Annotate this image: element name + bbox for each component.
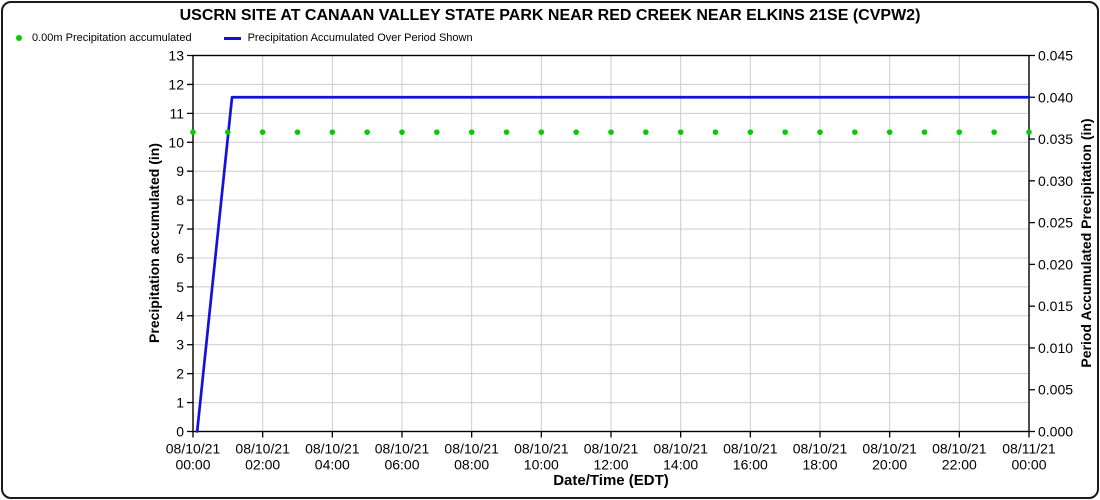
legend-label-accumulated: 0.00m Precipitation accumulated — [32, 32, 192, 44]
right-axis-tick-label: 0.045 — [1038, 48, 1073, 64]
x-tick-time-label: 16:00 — [733, 457, 768, 473]
precip-accumulated-dot — [259, 129, 266, 135]
chart-title: USCRN SITE AT CANAAN VALLEY STATE PARK N… — [179, 7, 921, 24]
left-axis-tick-label: 10 — [168, 134, 184, 150]
precip-accumulated-dot — [190, 129, 196, 135]
x-tick-time-label: 02:00 — [245, 457, 280, 473]
precip-accumulated-dot — [852, 129, 858, 135]
precip-accumulated-dot — [329, 129, 336, 135]
precip-accumulated-dot — [468, 129, 475, 135]
x-tick-date-label: 08/10/21 — [723, 441, 778, 457]
precip-accumulated-dot — [399, 129, 405, 135]
x-tick-time-label: 22:00 — [942, 457, 977, 473]
precip-accumulated-dot — [817, 129, 823, 135]
x-tick-date-label: 08/10/21 — [375, 441, 430, 457]
precip-accumulated-dot — [782, 129, 788, 135]
precip-accumulated-dot — [608, 129, 614, 135]
x-tick-date-label: 08/10/21 — [444, 441, 499, 457]
right-axis-tick-label: 0.035 — [1038, 131, 1073, 147]
right-axis-tick-label: 0.020 — [1038, 256, 1073, 272]
x-tick-time-label: 10:00 — [524, 457, 559, 473]
left-axis-tick-label: 3 — [176, 337, 184, 353]
x-tick-date-label: 08/10/21 — [166, 441, 221, 457]
left-axis-tick-label: 0 — [176, 424, 184, 440]
precip-accumulated-dot — [573, 129, 579, 135]
x-tick-time-label: 06:00 — [384, 457, 419, 473]
right-axis-tick-label: 0.010 — [1038, 340, 1073, 356]
x-tick-date-label: 08/10/21 — [862, 441, 917, 457]
legend-label-period: Precipitation Accumulated Over Period Sh… — [247, 32, 473, 44]
left-axis-tick-label: 11 — [169, 105, 184, 121]
chart-canvas: 0123456789101112130.0000.0050.0100.0150.… — [166, 48, 1073, 473]
precip-accumulated-dot — [747, 129, 754, 135]
legend: 0.00m Precipitation accumulated Precipit… — [16, 32, 473, 44]
right-axis-tick-label: 0.025 — [1038, 215, 1073, 231]
blue-line-legend-marker — [223, 36, 241, 40]
x-tick-date-label: 08/10/21 — [932, 441, 987, 457]
x-tick-time-label: 00:00 — [1011, 457, 1046, 473]
left-axis-title: Precipitation accumulated (in) — [146, 143, 162, 343]
precip-accumulated-dot — [538, 129, 545, 135]
precip-accumulated-dot — [434, 129, 440, 135]
x-tick-date-label: 08/10/21 — [584, 441, 639, 457]
left-axis-tick-label: 7 — [176, 221, 184, 237]
precip-accumulated-dot — [921, 129, 928, 135]
x-tick-time-label: 08:00 — [454, 457, 489, 473]
precip-accumulated-dot — [503, 129, 510, 135]
x-tick-date-label: 08/10/21 — [653, 441, 708, 457]
green-dot-legend-marker — [16, 35, 22, 41]
left-axis-tick-label: 1 — [176, 395, 184, 411]
precip-accumulated-line — [195, 95, 1031, 433]
left-axis-tick-label: 6 — [176, 250, 184, 266]
precip-accumulated-dot — [956, 129, 963, 135]
x-tick-date-label: 08/11/21 — [1002, 441, 1056, 457]
right-axis-tick-label: 0.030 — [1038, 173, 1073, 189]
legend-item-accumulated: 0.00m Precipitation accumulated — [16, 32, 192, 44]
right-axis-tick-label: 0.015 — [1038, 298, 1073, 314]
right-axis-tick-label: 0.000 — [1038, 424, 1073, 440]
x-tick-time-label: 14:00 — [663, 457, 698, 473]
left-axis-tick-label: 12 — [168, 76, 184, 92]
x-tick-date-label: 08/10/21 — [514, 441, 569, 457]
left-axis-tick-label: 8 — [176, 192, 184, 208]
precip-accumulated-dot — [886, 129, 893, 135]
precip-accumulated-dot — [712, 129, 719, 135]
right-axis-tick-label: 0.005 — [1038, 382, 1073, 398]
precip-accumulated-dot — [294, 129, 301, 135]
x-tick-date-label: 08/10/21 — [793, 441, 848, 457]
precip-accumulated-dot — [991, 129, 997, 135]
x-tick-time-label: 04:00 — [315, 457, 350, 473]
right-axis-title: Period Accumulated Precipitation (in) — [1078, 118, 1094, 368]
x-axis-title: Date/Time (EDT) — [553, 472, 669, 489]
x-tick-time-label: 20:00 — [872, 457, 907, 473]
left-axis-tick-label: 9 — [176, 163, 184, 179]
precip-accumulated-dot — [677, 129, 684, 135]
precip-accumulated-dot — [1026, 129, 1032, 135]
left-axis-tick-label: 2 — [176, 366, 184, 382]
precip-accumulated-dot — [643, 129, 649, 135]
left-axis-tick-label: 13 — [168, 48, 184, 64]
left-axis-tick-label: 4 — [176, 308, 184, 324]
legend-item-period: Precipitation Accumulated Over Period Sh… — [223, 32, 473, 44]
precip-accumulated-dot — [225, 129, 231, 135]
right-axis-tick-label: 0.040 — [1038, 89, 1073, 105]
x-tick-time-label: 18:00 — [802, 457, 837, 473]
x-tick-time-label: 00:00 — [175, 457, 210, 473]
x-tick-time-label: 12:00 — [593, 457, 628, 473]
x-tick-date-label: 08/10/21 — [235, 441, 290, 457]
left-axis-tick-label: 5 — [176, 279, 184, 295]
precip-accumulated-dot — [364, 129, 370, 135]
x-tick-date-label: 08/10/21 — [305, 441, 360, 457]
